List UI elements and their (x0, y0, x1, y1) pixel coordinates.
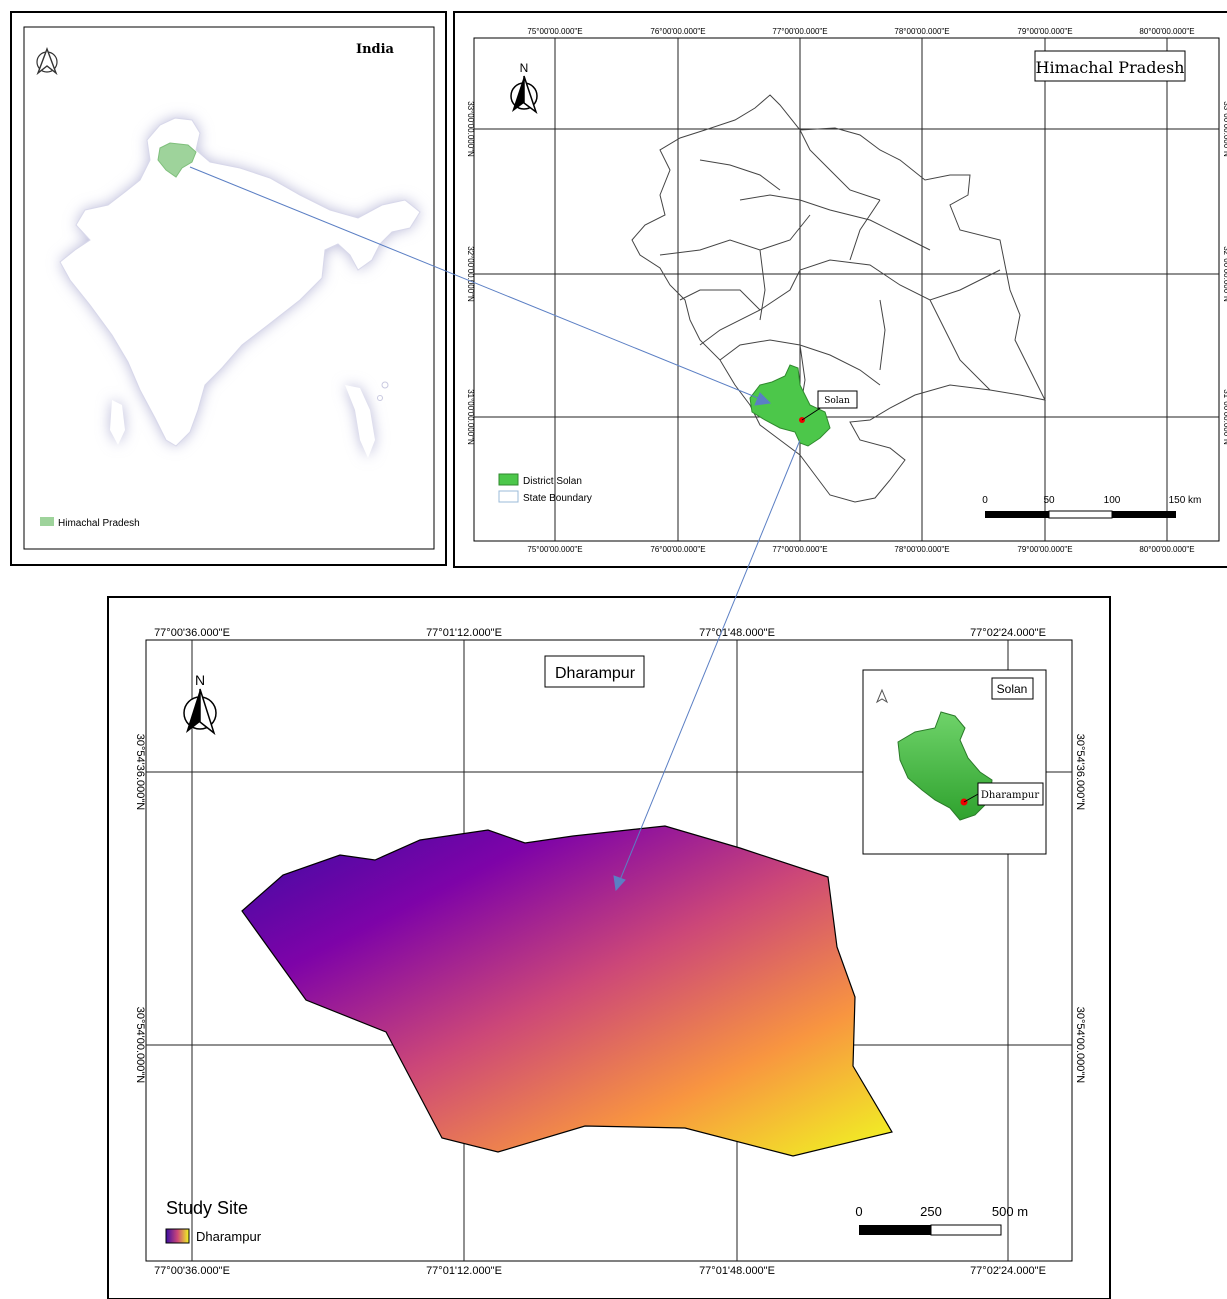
dh-lat-right-tick: 30°54'00.000"N (1074, 1007, 1086, 1084)
india-legend-swatch (40, 517, 54, 526)
dh-inset-north-icon (875, 688, 889, 704)
india-panel: India Himachal Pradesh (10, 11, 447, 566)
connector-india-to-hp (189, 166, 759, 399)
hp-scale-tick: 100 (1104, 495, 1121, 506)
dh-lon-top-tick: 77°01'12.000"E (426, 627, 502, 639)
hp-lat-left-tick: 31°00'00.000"N (466, 389, 475, 445)
dh-scale-tick: 500 m (992, 1204, 1028, 1219)
dh-legend-label: Dharampur (196, 1229, 262, 1244)
hp-legend-label-solan: District Solan (523, 476, 582, 487)
dh-inset-label-box (977, 782, 1044, 806)
hp-lon-top-tick: 77°00'00.000"E (772, 27, 827, 36)
hp-lat-left-tick: 32°00'00.000"N (466, 246, 475, 302)
dh-legend-title: Study Site (166, 1198, 248, 1218)
dh-north-label: N (195, 672, 205, 688)
hp-legend-swatch-solan (498, 473, 519, 486)
hp-lon-bottom-tick: 79°00'00.000"E (1017, 545, 1072, 554)
dharampur-panel: 77°00'36.000"E 77°01'12.000"E 77°01'48.0… (107, 596, 1111, 1299)
hp-scale-bar: 0 50 100 150 km (982, 495, 1202, 519)
dh-lat-right-tick: 30°54'36.000"N (1074, 734, 1086, 811)
hp-scale-tick: 50 (1043, 495, 1055, 506)
dh-scale-tick: 0 (855, 1204, 862, 1219)
india-legend-label: Himachal Pradesh (58, 518, 140, 529)
hp-lon-top-tick: 75°00'00.000"E (527, 27, 582, 36)
dh-lon-top-tick: 77°01'48.000"E (699, 627, 775, 639)
hp-title: Himachal Pradesh (1036, 58, 1185, 77)
dh-lon-bottom-tick: 77°00'36.000"E (154, 1265, 230, 1277)
india-title: India (356, 42, 395, 57)
hp-north-arrow-icon: N (510, 61, 538, 115)
dh-lon-bottom-tick: 77°01'48.000"E (699, 1265, 775, 1277)
hp-lon-bottom-tick: 75°00'00.000"E (527, 545, 582, 554)
dh-inset: Solan Dharampur (862, 669, 1047, 855)
north-arrow-icon (36, 47, 58, 76)
dh-inset-label: Dharampur (981, 790, 1039, 801)
hp-map-frame (473, 37, 1220, 542)
hp-legend-label-boundary: State Boundary (523, 493, 592, 504)
hp-lon-top-tick: 80°00'00.000"E (1139, 27, 1194, 36)
hp-graticule (474, 38, 1219, 541)
hp-lon-top-tick: 79°00'00.000"E (1017, 27, 1072, 36)
india-country-shape (59, 117, 421, 458)
hp-lon-bottom-tick: 76°00'00.000"E (650, 545, 705, 554)
hp-title-box (1034, 50, 1186, 82)
hp-lon-top-tick: 76°00'00.000"E (650, 27, 705, 36)
dh-lat-left-tick: 30°54'36.000"N (134, 734, 146, 811)
dh-scale-tick: 250 (920, 1204, 942, 1219)
dh-lat-left-tick: 30°54'00.000"N (134, 1007, 146, 1084)
hp-lon-bottom-tick: 80°00'00.000"E (1139, 545, 1194, 554)
dh-scale-bar: 0 250 500 m (855, 1204, 1028, 1236)
hp-lat-right-tick: 32°00'00.000"N (1222, 246, 1227, 302)
hp-panel: 75°00'00.000"E 76°00'00.000"E 77°00'00.0… (453, 11, 1227, 568)
arrowhead-icon (754, 392, 772, 406)
hp-lon-bottom-tick: 77°00'00.000"E (772, 545, 827, 554)
hp-lat-right-tick: 31°00'00.000"N (1222, 389, 1227, 445)
hp-lon-top-tick: 78°00'00.000"E (894, 27, 949, 36)
hp-district-solan (749, 364, 831, 447)
dharampur-study-area (241, 825, 893, 1157)
hp-solan-label: Solan (824, 396, 850, 406)
dh-title: Dharampur (555, 665, 636, 682)
hp-state-boundary (631, 94, 1046, 503)
arrowhead-icon (613, 875, 626, 892)
hp-north-label: N (520, 61, 529, 75)
hp-lat-right-tick: 33°00'00.000"N (1222, 101, 1227, 157)
dh-lon-bottom-tick: 77°01'12.000"E (426, 1265, 502, 1277)
hp-solan-label-box (817, 390, 858, 409)
dh-inset-title-box (991, 677, 1034, 700)
dh-inset-solan-shape (897, 711, 993, 821)
dh-legend-swatch (165, 1228, 190, 1244)
hp-solan-leader (801, 406, 823, 421)
india-hp-highlight (157, 142, 197, 178)
dh-inset-leader (963, 792, 981, 803)
dh-title-box (544, 655, 645, 688)
hp-scale-tick: 0 (982, 495, 988, 506)
hp-lon-bottom-tick: 78°00'00.000"E (894, 545, 949, 554)
connector-hp-to-dharampur (619, 439, 801, 881)
dh-lon-top-tick: 77°02'24.000"E (970, 627, 1046, 639)
hp-scale-tick: 150 km (1169, 495, 1202, 506)
hp-lat-left-tick: 33°00'00.000"N (466, 101, 475, 157)
dh-lon-bottom-tick: 77°02'24.000"E (970, 1265, 1046, 1277)
hp-legend-swatch-boundary (498, 490, 519, 503)
dh-inset-title: Solan (997, 682, 1028, 696)
dh-lon-top-tick: 77°00'36.000"E (154, 627, 230, 639)
connector-arrows (189, 166, 801, 892)
dh-north-arrow-icon: N (183, 672, 217, 736)
